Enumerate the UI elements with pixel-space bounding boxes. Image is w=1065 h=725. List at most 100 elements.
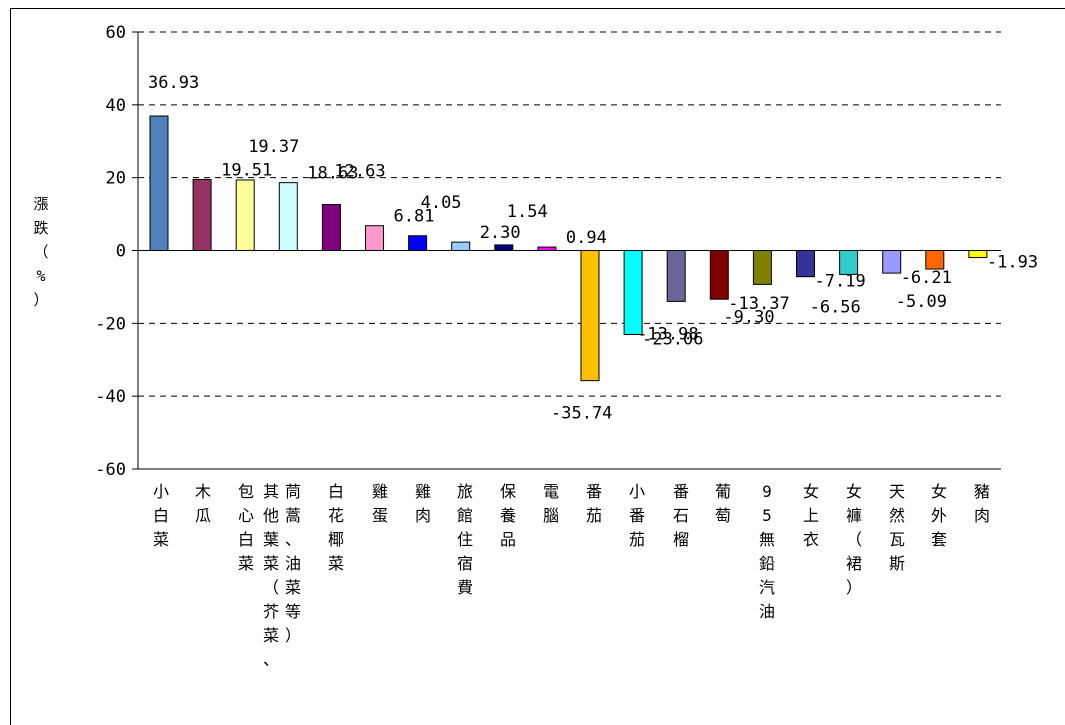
category-label: 其他葉菜（芥菜、 <box>263 482 279 669</box>
bar <box>666 250 686 302</box>
bar <box>235 179 255 252</box>
bar <box>321 204 341 252</box>
category-glyph: 瓜 <box>195 506 211 525</box>
bar <box>752 250 772 285</box>
category-glyph: 然 <box>889 506 905 525</box>
y-tick-labels: 60 40 20 0 -20 -40 -60 <box>95 23 126 480</box>
value-label: -6.56 <box>810 297 861 317</box>
bar <box>709 250 729 300</box>
category-glyph: 女 <box>846 482 862 501</box>
category-glyph: 菜 <box>153 530 169 549</box>
category-label: 雞肉 <box>415 482 431 525</box>
category-glyph: （ <box>846 530 862 549</box>
chart-frame: 60 40 20 0 -20 -40 -60 36.93 19.51 19.37 18.63 12.… <box>10 8 1065 725</box>
category-glyph: 套 <box>931 530 947 549</box>
category-glyph: 9 <box>762 482 772 501</box>
category-glyph: 木 <box>195 482 211 501</box>
category-label: 豬肉 <box>974 482 990 525</box>
category-glyph: （ <box>263 578 279 597</box>
y-axis-title-glyph: ） <box>33 291 48 309</box>
category-glyph: 館 <box>457 506 473 525</box>
value-label: 19.37 <box>248 137 299 157</box>
value-label: 2.30 <box>480 223 521 243</box>
category-label: 茼蒿、油菜等 ） <box>285 482 301 645</box>
category-glyph: 椰 <box>328 530 344 549</box>
category-glyph: 褲 <box>846 506 862 525</box>
category-glyph: 肉 <box>415 506 431 525</box>
bar <box>839 250 859 275</box>
category-labels: 小白菜木瓜包心白菜其他葉菜（芥菜、茼蒿、油菜等）白花椰菜雞蛋雞肉旅館住宿費保養品… <box>153 482 990 669</box>
grid-lines <box>138 31 1001 397</box>
category-glyph: 心 <box>238 506 254 525</box>
bar <box>925 250 945 270</box>
category-label: 木瓜 <box>195 482 211 525</box>
value-label: 19.51 <box>221 160 272 180</box>
category-glyph: 旅 <box>457 482 473 501</box>
y-axis-title-glyph: % <box>36 267 45 285</box>
category-glyph: 外 <box>931 506 947 525</box>
category-glyph: 蛋 <box>372 506 388 525</box>
y-axis-label: 漲跌 （% ） <box>33 195 48 309</box>
value-label: 36.93 <box>148 73 199 93</box>
category-glyph: 費 <box>457 578 473 597</box>
value-label: 12.63 <box>334 162 385 182</box>
category-glyph: 衣 <box>803 530 819 549</box>
category-glyph: 豬 <box>974 482 990 501</box>
bar <box>149 115 169 252</box>
value-label: -13.98 <box>637 324 698 344</box>
category-label: 9 5 無鉛汽油 <box>759 482 775 621</box>
category-glyph: 芥 <box>263 602 279 621</box>
bar <box>882 250 902 274</box>
bar <box>796 250 815 278</box>
category-glyph: 養 <box>500 506 516 525</box>
category-label: 天然瓦斯 <box>889 482 905 573</box>
bar <box>968 250 988 259</box>
category-glyph: 女 <box>803 482 819 501</box>
category-glyph: 他 <box>263 506 279 525</box>
bar <box>537 246 557 251</box>
category-label: 女上衣 <box>803 482 819 549</box>
category-glyph: 番 <box>673 482 689 501</box>
category-label: 電腦 <box>543 482 559 525</box>
category-glyph: 瓦 <box>889 530 905 549</box>
category-glyph: 電 <box>543 482 559 501</box>
category-glyph: 番 <box>629 506 645 525</box>
category-glyph: 萄 <box>715 506 731 525</box>
category-glyph: 鉛 <box>759 554 775 573</box>
category-label: 保養品 <box>500 482 516 549</box>
category-glyph: 小 <box>153 482 169 501</box>
category-glyph: 其 <box>263 482 279 501</box>
category-label: 女外套 <box>931 482 947 549</box>
y-tick-label: 40 <box>106 96 126 116</box>
y-axis-title-glyph: 跌 <box>33 219 48 237</box>
value-label: -7.19 <box>815 272 866 292</box>
category-label: 小白菜 <box>153 482 169 549</box>
category-label: 雞蛋 <box>372 482 388 525</box>
bar <box>278 182 298 251</box>
bar <box>365 225 384 252</box>
category-glyph: 菜 <box>238 554 254 573</box>
category-glyph: 白 <box>328 482 344 501</box>
category-glyph: 上 <box>803 506 819 525</box>
bar <box>494 244 514 251</box>
category-glyph: 菜 <box>263 626 279 645</box>
bar <box>192 178 212 251</box>
bar <box>408 235 428 252</box>
category-glyph: 斯 <box>889 554 905 573</box>
value-label: -35.74 <box>551 404 612 424</box>
category-glyph: 菜 <box>263 554 279 573</box>
category-glyph: 茄 <box>629 530 645 549</box>
value-label: 6.81 <box>394 207 435 227</box>
value-label: -23.06 <box>642 329 703 349</box>
category-label: 小番茄 <box>629 482 645 549</box>
bars <box>149 115 988 382</box>
category-glyph: 、 <box>285 530 301 549</box>
y-tick-label: -20 <box>95 314 126 334</box>
category-glyph: 、 <box>263 650 279 669</box>
value-label: -1.93 <box>987 253 1038 273</box>
bar <box>623 250 643 335</box>
y-tick-label: 0 <box>116 242 126 262</box>
category-glyph: 品 <box>500 530 516 549</box>
category-glyph: 油 <box>285 554 301 573</box>
